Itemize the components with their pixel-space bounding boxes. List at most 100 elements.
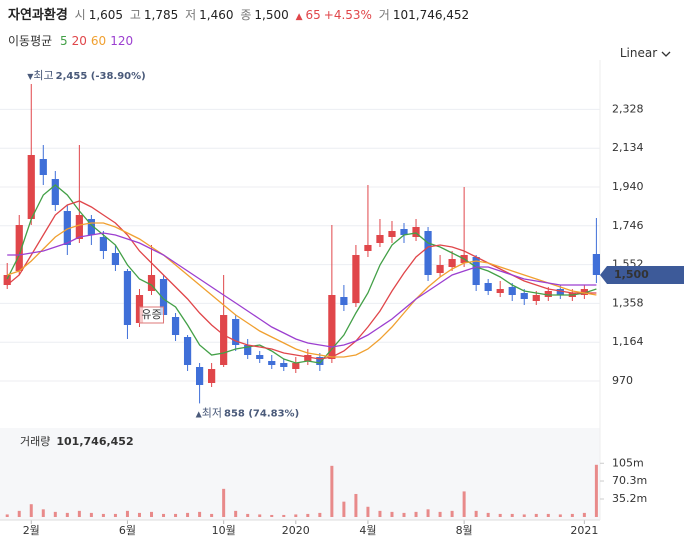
volume-bar (53, 511, 57, 517)
volume-bar (125, 510, 129, 517)
high-text: 2,455 (-38.90%) (56, 71, 146, 82)
candle-body (472, 257, 480, 285)
y-tick-label: 2,328 (612, 102, 644, 115)
volume-bar (342, 501, 346, 517)
volume-bar (137, 512, 141, 517)
chevron-icon (661, 51, 671, 57)
x-tick-label: 8월 (456, 524, 473, 537)
volume-bar (534, 513, 538, 517)
volume-bar (486, 512, 490, 517)
volume-bar (210, 513, 214, 517)
candle-body (364, 245, 372, 251)
volume-bar (570, 513, 574, 517)
volume-bar (474, 510, 478, 517)
candle-body (171, 317, 180, 335)
volume-bar (29, 504, 33, 517)
volume-bar (270, 514, 274, 517)
candle-body (496, 289, 504, 293)
scale-toggle[interactable]: Linear (620, 46, 671, 60)
stock-name: 자연과환경 (8, 8, 68, 23)
legend: 이동평균 5 20 60 120 (8, 32, 137, 49)
candle-body (244, 345, 252, 355)
x-tick-label: 2020 (282, 524, 310, 537)
candle-body (256, 355, 264, 359)
candle-body (51, 179, 59, 205)
y-tick-label: 1,746 (612, 219, 644, 232)
low-text: 858 (74.83%) (224, 408, 299, 419)
legend-entry: 20 (71, 34, 87, 48)
candle-body (580, 289, 588, 295)
high-label: 고 (129, 8, 141, 22)
x-tick-label: 2021 (570, 524, 598, 537)
candle-body (328, 295, 336, 359)
candle-body (27, 155, 35, 219)
candle-body (111, 253, 120, 265)
x-tick-label: 6월 (119, 524, 136, 537)
candle-body (75, 215, 83, 239)
open: 1,605 (88, 8, 124, 22)
volume-tick-label: 35.2m (612, 492, 647, 505)
volume-bar (198, 511, 202, 517)
low-marker: ▲ (196, 409, 203, 418)
volume-bar (582, 512, 586, 517)
x-tick-label: 10월 (212, 524, 236, 537)
candle-body (87, 219, 95, 235)
volume-bar (258, 514, 262, 517)
candle-body (532, 295, 540, 301)
candle-body (147, 275, 156, 291)
volume-title-label: 거래량 (20, 435, 50, 448)
legend-entry: 5 (60, 34, 68, 48)
change-pct: +4.53% (323, 8, 372, 22)
candle-body (316, 357, 324, 365)
volume-bar (378, 510, 382, 517)
volume-bar (246, 513, 250, 517)
candle-body (39, 159, 47, 175)
y-tick-label: 1,358 (612, 296, 644, 309)
candle-body (544, 291, 552, 297)
volume-bar (330, 465, 334, 517)
volume-bar (450, 510, 454, 517)
ma-line (7, 232, 597, 348)
candle-body (424, 231, 432, 275)
volume-tick-label: 70.3m (612, 474, 647, 487)
volume-bar (294, 514, 298, 517)
candle-body (292, 363, 300, 369)
candle-body (484, 283, 492, 291)
y-tick-label: 1,164 (612, 335, 644, 348)
scale-mode[interactable]: Linear (619, 46, 658, 60)
volume-bar (522, 514, 526, 517)
legend-title: 이동평균 (8, 34, 53, 48)
volume-bar (510, 513, 514, 517)
ma-line (6, 200, 597, 360)
volume-bar (438, 511, 442, 517)
candle-body (183, 337, 192, 365)
price-badge (600, 266, 684, 284)
volume-bar (162, 513, 166, 517)
low-label: 최저 (202, 406, 222, 419)
legend-entry: 60 (90, 34, 107, 48)
candle-body (592, 254, 600, 275)
y-tick-label: 1,940 (612, 180, 644, 193)
y-tick-label: 2,134 (612, 141, 644, 154)
close: 1,500 (254, 8, 289, 22)
volume-bar (354, 493, 358, 517)
change-marker: ▲ (295, 12, 303, 22)
candle-body (232, 319, 240, 345)
volume-bar (282, 514, 286, 517)
volume-tick-label: 105m (612, 456, 644, 469)
candle-body (556, 289, 564, 295)
volume-bar (222, 488, 226, 517)
candle-body (195, 367, 204, 385)
volume-bar (426, 509, 430, 517)
volume-bar (306, 513, 310, 517)
volume-label: 거 (378, 8, 390, 22)
quote-header: 자연과환경 시 1,605 고 1,785 저 1,460 종 1,500 ▲ 65 +4.… (8, 4, 472, 23)
legend-entry: 120 (110, 34, 134, 48)
open-label: 시 (74, 8, 86, 22)
volume-bar (186, 512, 190, 517)
high: 1,785 (143, 8, 179, 22)
volume-bar (17, 510, 21, 517)
low-label: 저 (185, 8, 197, 22)
candle-body (268, 361, 276, 365)
